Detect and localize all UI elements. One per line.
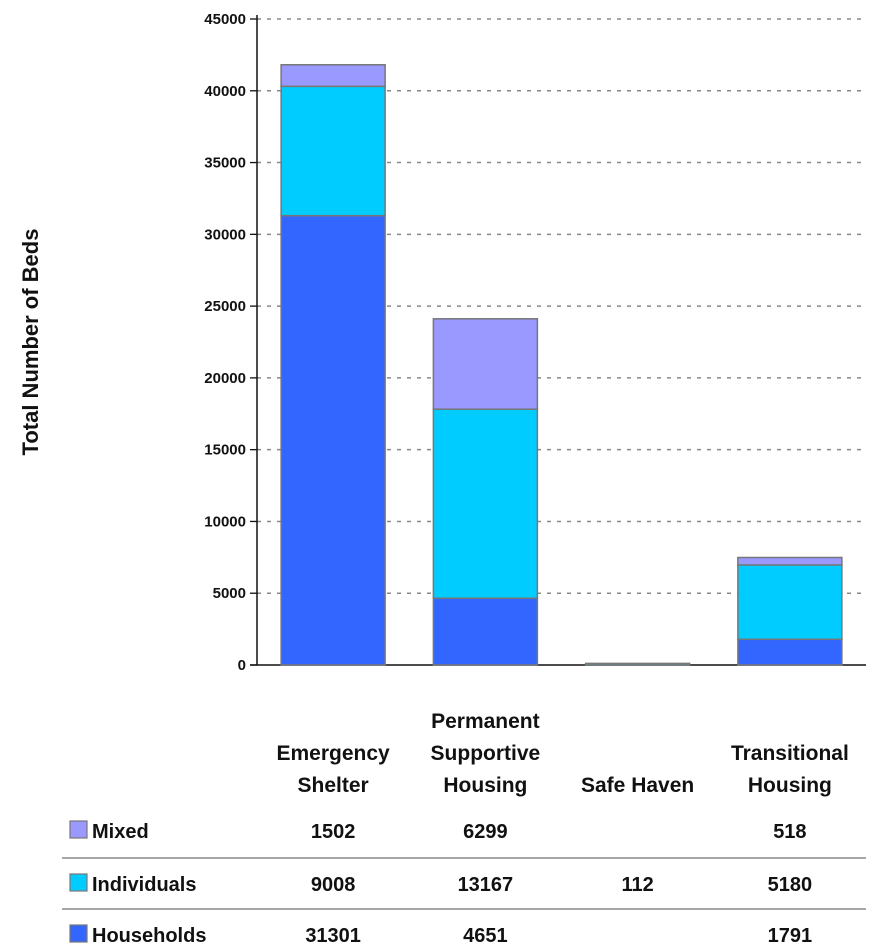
legend-swatch-individuals <box>69 873 88 892</box>
legend-label-households: Households <box>92 925 206 947</box>
bar-segment-individuals <box>432 408 539 599</box>
category-label: Housing <box>748 774 832 797</box>
table-cell-value: 5180 <box>768 874 813 896</box>
y-tick-labels: 0 5000 10000 15000 20000 25000 30000 35000 40000… <box>204 11 246 674</box>
table-cell-value: 112 <box>621 874 653 896</box>
table-cell-value: 31301 <box>305 925 361 947</box>
legend-swatch-mixed <box>69 820 88 839</box>
category-label: Housing <box>443 774 527 797</box>
y-tick-label: 20000 <box>204 370 246 387</box>
category-label: Permanent <box>431 710 540 733</box>
legend-swatch-households <box>69 924 88 943</box>
data-table: Mixed 1502 6299 518 Individuals 9008 13167 112 5… <box>62 820 866 947</box>
table-cell-value: 1502 <box>311 821 356 843</box>
y-tick-label: 0 <box>238 657 246 674</box>
y-tick-label: 15000 <box>204 442 246 459</box>
bar-segment-mixed <box>280 64 386 88</box>
bar-segments <box>280 64 843 666</box>
table-cell-value: 4651 <box>463 925 508 947</box>
legend-label-individuals: Individuals <box>92 874 196 896</box>
y-tick-label: 10000 <box>204 513 246 530</box>
category-label: Emergency <box>277 742 391 765</box>
bar-segment-individuals <box>584 662 691 666</box>
table-cell-value: 518 <box>773 821 806 843</box>
table-cell-value: 13167 <box>458 874 514 896</box>
y-tick-label: 30000 <box>204 226 246 243</box>
y-tick-label: 25000 <box>204 298 246 315</box>
bar-segment-households <box>280 214 386 666</box>
table-cell-value: 9008 <box>311 874 356 896</box>
category-label: Safe Haven <box>581 774 694 797</box>
bar-segment-mixed <box>737 556 843 566</box>
bar-segment-individuals <box>737 564 843 641</box>
y-tick-label: 40000 <box>204 83 246 100</box>
category-label: Supportive <box>431 742 541 765</box>
category-labels: Emergency Shelter Permanent Supportive Housi… <box>277 710 849 797</box>
table-cell-value: 6299 <box>463 821 508 843</box>
bar-segment-households <box>737 638 843 666</box>
y-axis-title: Total Number of Beds <box>18 229 43 456</box>
bar-segment-individuals <box>280 85 386 217</box>
category-label: Shelter <box>298 774 369 797</box>
y-tick-label: 35000 <box>204 155 246 172</box>
bar-segment-mixed <box>432 318 539 410</box>
legend-label-mixed: Mixed <box>92 821 149 843</box>
y-tick-label: 45000 <box>204 11 246 28</box>
y-tick-label: 5000 <box>213 585 246 602</box>
category-label: Transitional <box>731 742 849 765</box>
table-cell-value: 1791 <box>768 925 813 947</box>
bar-segment-households <box>432 597 539 666</box>
